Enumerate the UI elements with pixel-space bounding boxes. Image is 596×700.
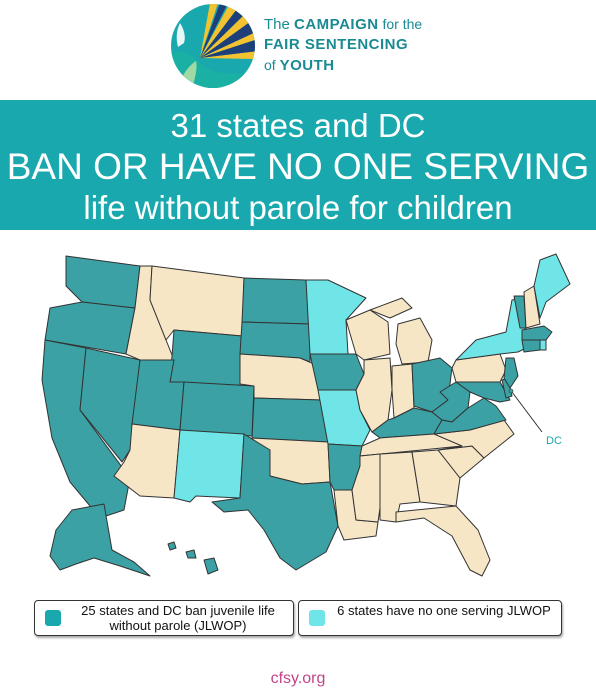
legend-label-none-serving: 6 states have no one serving JLWOP: [337, 603, 551, 618]
website-link[interactable]: cfsy.org: [270, 670, 326, 687]
organization-name: The CAMPAIGN for the FAIR SENTENCING of …: [264, 16, 423, 74]
state-MD: [455, 381, 511, 403]
legend-none-serving: 6 states have no one serving JLWOP: [298, 600, 562, 636]
headline-line-3: life without parole for children: [83, 189, 513, 226]
state-NM: [173, 429, 245, 503]
state-NV: [79, 347, 141, 463]
dc-pointer: [511, 391, 543, 433]
legend-ban: 25 states and DC ban juvenile life witho…: [34, 600, 294, 636]
state-VA: [433, 397, 507, 435]
state-FL: [395, 505, 491, 577]
legend-swatch-ban: [45, 610, 61, 626]
state-IA: [309, 353, 365, 391]
legend-label-ban: 25 states and DC ban juvenile life witho…: [81, 603, 275, 633]
state-WY: [169, 329, 243, 391]
sunburst-logo-icon: [171, 4, 255, 88]
legend-swatch-none-serving: [309, 610, 325, 626]
state-NY: [455, 297, 527, 361]
state-RI: [539, 339, 547, 351]
state-AK: [49, 503, 151, 577]
header-logo: The CAMPAIGN for the FAIR SENTENCING of …: [0, 0, 596, 96]
state-TX: [211, 433, 339, 571]
headline-line-2: BAN OR HAVE NO ONE SERVING: [6, 146, 590, 187]
state-WA: [65, 255, 141, 309]
state-HI: [167, 541, 219, 575]
state-NJ: [503, 357, 519, 389]
state-WI: [345, 309, 391, 361]
state-MT: [149, 265, 245, 341]
state-ME: [533, 253, 571, 319]
dc-label: DC: [546, 435, 562, 447]
state-MA: [521, 325, 553, 341]
headline-line-1: 31 states and DC: [170, 107, 426, 144]
state-KS: [251, 397, 329, 443]
state-CO: [179, 381, 255, 437]
headline-banner: 31 states and DC BAN OR HAVE NO ONE SERV…: [0, 100, 596, 230]
state-GA: [411, 449, 461, 507]
state-ND: [241, 277, 311, 325]
us-states-map: DC: [41, 253, 571, 577]
state-NH: [523, 285, 541, 329]
state-DC: [508, 388, 514, 394]
